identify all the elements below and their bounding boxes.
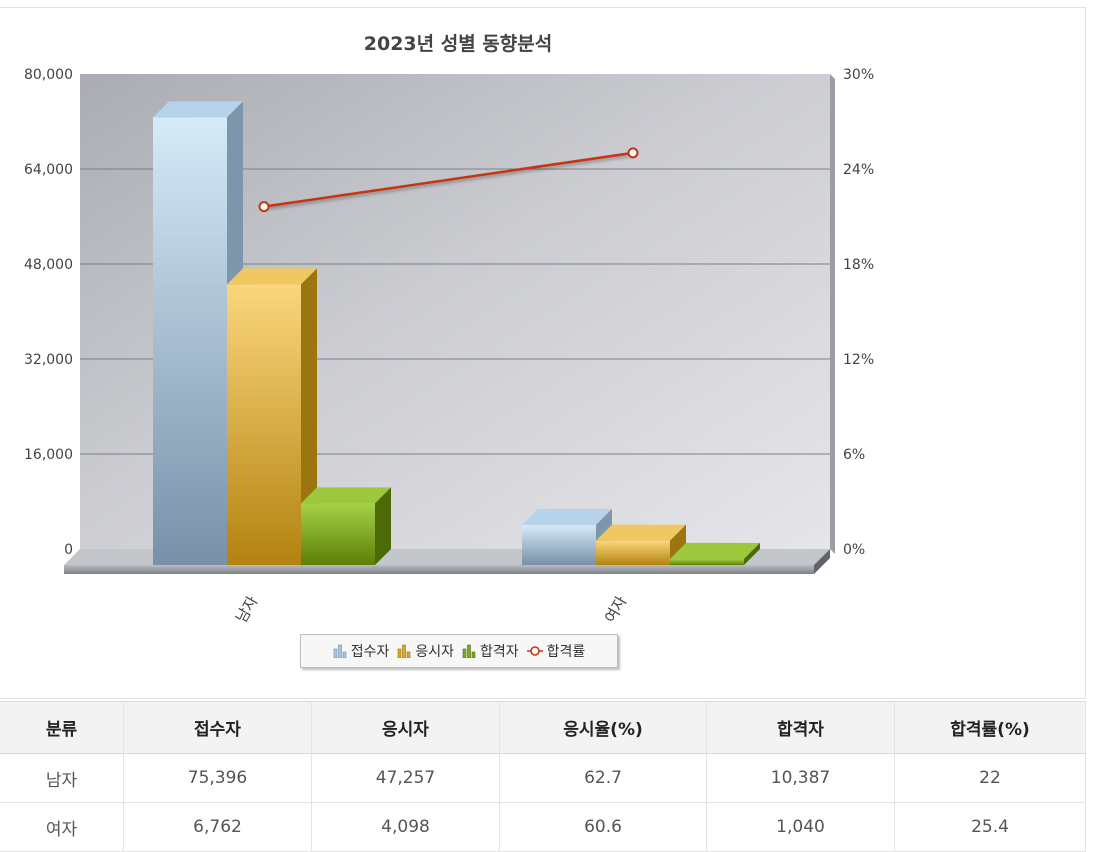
- table-row: 여자 6,762 4,098 60.6 1,040 25.4: [0, 802, 1086, 852]
- bar-side: [744, 542, 760, 565]
- pass-rate-point: [627, 147, 639, 159]
- table-cell: 22: [894, 753, 1086, 803]
- plot-side-wall: [830, 74, 835, 554]
- y2-tick-label: 24%: [843, 162, 874, 178]
- table-cell: 47,257: [311, 753, 500, 803]
- bar-side: [301, 268, 317, 565]
- table-cell: 75,396: [123, 753, 312, 803]
- bar-chart-icon: [462, 644, 476, 658]
- line-marker-icon: [526, 646, 543, 656]
- bar: [670, 558, 744, 565]
- bar-top: [522, 508, 612, 525]
- legend-item-passers: 합격자: [462, 641, 519, 661]
- x-tick-label: 남자: [232, 593, 261, 626]
- plot-floor-corner: [814, 549, 830, 574]
- table-cell: 여자: [0, 802, 124, 852]
- bar-side: [375, 487, 391, 565]
- y-tick-label: 0: [64, 542, 73, 558]
- bar: [522, 524, 596, 565]
- table-cell: 62.7: [499, 753, 707, 803]
- bar-chart-icon: [398, 644, 411, 658]
- legend-item-pass-rate: 합격률: [526, 641, 586, 661]
- data-table: 분류 접수자 응시자 응시율(%) 합격자 합격률(%) 남자 75,396 4…: [0, 701, 1086, 852]
- chart-legend: 접수자 응시자 합격자 합격률: [300, 634, 618, 668]
- table-header-cell: 분류: [0, 701, 124, 754]
- y-tick-label: 32,000: [24, 352, 73, 368]
- pass-rate-point: [258, 201, 270, 213]
- table-cell: 10,387: [706, 753, 895, 803]
- y2-tick-label: 0%: [843, 542, 865, 558]
- chart-title: 2023년 성별 동향분석: [364, 33, 552, 55]
- legend-item-applicants: 접수자: [333, 641, 390, 661]
- plot-floor-edge: [64, 565, 814, 574]
- bar: [301, 503, 375, 565]
- table-cell: 6,762: [123, 802, 312, 852]
- bar-top: [227, 268, 317, 285]
- bar: [153, 117, 227, 566]
- y2-tick-label: 18%: [843, 257, 874, 273]
- bar-chart-icon: [333, 644, 347, 658]
- y2-tick-label: 6%: [843, 447, 865, 463]
- legend-label: 합격자: [480, 644, 519, 660]
- bar-top: [153, 101, 243, 118]
- table-row: 남자 75,396 47,257 62.7 10,387 22: [0, 753, 1086, 803]
- y-tick-label: 80,000: [24, 67, 73, 83]
- table-cell: 남자: [0, 753, 124, 803]
- table-cell: 1,040: [706, 802, 895, 852]
- table-cell: 4,098: [311, 802, 500, 852]
- legend-label: 합격률: [546, 644, 586, 660]
- table-header-cell: 접수자: [123, 701, 312, 754]
- chart-container: 2023년 성별 동향분석 0 0% 16,000 6% 32,000 12% 48,000…: [0, 7, 1086, 699]
- table-cell: 25.4: [894, 802, 1086, 852]
- y-tick-label: 48,000: [24, 257, 73, 273]
- table-header-cell: 합격자: [706, 701, 895, 754]
- table-header-cell: 응시율(%): [499, 701, 707, 754]
- x-tick-label: 여자: [601, 593, 630, 626]
- legend-label: 응시자: [415, 644, 454, 660]
- table-cell: 60.6: [499, 802, 707, 852]
- bar: [596, 540, 670, 565]
- legend-item-examinees: 응시자: [397, 641, 454, 661]
- y-tick-label: 16,000: [24, 447, 73, 463]
- chart-svg: 2023년 성별 동향분석 0 0% 16,000 6% 32,000 12% 48,000…: [24, 33, 874, 626]
- legend-label: 접수자: [350, 644, 390, 660]
- bar-top: [301, 487, 391, 504]
- pass-rate-line: [263, 151, 634, 208]
- y-tick-label: 64,000: [24, 162, 73, 178]
- bar: [227, 284, 301, 565]
- bar-top: [596, 524, 686, 541]
- y2-tick-label: 30%: [843, 67, 874, 83]
- y2-tick-label: 12%: [843, 352, 874, 368]
- table-header-cell: 합격률(%): [894, 701, 1086, 754]
- bar-top: [670, 542, 760, 559]
- table-header-cell: 응시자: [311, 701, 500, 754]
- table-header-row: 분류 접수자 응시자 응시율(%) 합격자 합격률(%): [0, 701, 1086, 754]
